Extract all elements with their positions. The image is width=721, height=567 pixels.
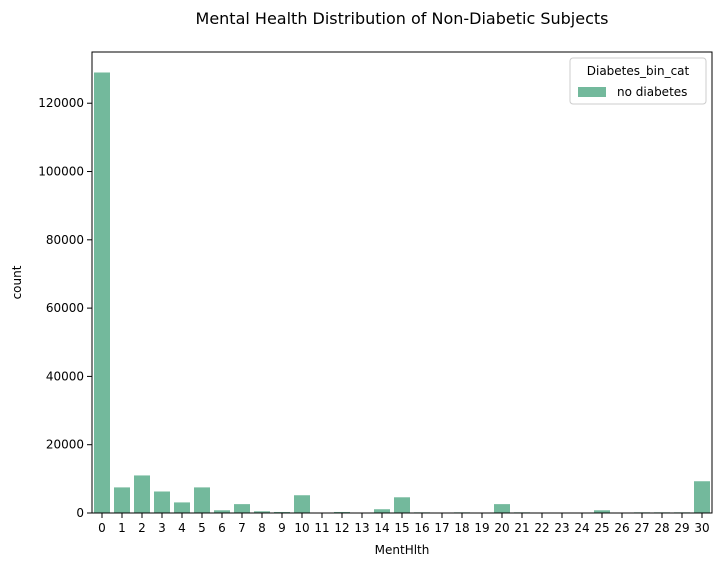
x-tick-label: 4 <box>178 521 186 535</box>
x-tick-label: 2 <box>138 521 146 535</box>
x-tick-label: 26 <box>614 521 629 535</box>
y-axis: 0 20000 40000 60000 80000 100000 120000 <box>38 96 92 520</box>
x-tick-label: 7 <box>238 521 246 535</box>
x-tick-label: 12 <box>334 521 349 535</box>
legend-entry-label: no diabetes <box>617 85 687 99</box>
x-tick-label: 3 <box>158 521 166 535</box>
bar-20 <box>494 504 510 513</box>
x-tick-label: 24 <box>574 521 589 535</box>
x-tick-label: 25 <box>594 521 609 535</box>
bar-9 <box>274 511 290 513</box>
bar-8 <box>254 511 270 513</box>
x-tick-label: 6 <box>218 521 226 535</box>
x-tick-label: 5 <box>198 521 206 535</box>
bar-14 <box>374 509 390 513</box>
legend: Diabetes_bin_cat no diabetes <box>569 57 707 105</box>
x-tick-label: 30 <box>694 521 709 535</box>
x-axis-label: MentHlth <box>375 543 430 557</box>
bar-6 <box>214 510 230 513</box>
legend-title: Diabetes_bin_cat <box>587 64 690 78</box>
x-tick-label: 11 <box>314 521 329 535</box>
x-tick-label: 21 <box>514 521 529 535</box>
bar-1 <box>114 487 130 513</box>
x-tick-label: 8 <box>258 521 266 535</box>
x-tick-label: 10 <box>294 521 309 535</box>
x-tick-label: 16 <box>414 521 429 535</box>
x-tick-label: 29 <box>674 521 689 535</box>
x-tick-label: 17 <box>434 521 449 535</box>
y-tick-label: 20000 <box>46 438 84 452</box>
bar-12 <box>334 511 350 513</box>
x-tick-label: 1 <box>118 521 126 535</box>
x-tick-label: 13 <box>354 521 369 535</box>
x-tick-label: 28 <box>654 521 669 535</box>
bar-2 <box>134 475 150 513</box>
x-tick-label: 23 <box>554 521 569 535</box>
y-tick-label: 60000 <box>46 301 84 315</box>
legend-swatch <box>578 87 606 97</box>
y-axis-label: count <box>10 265 24 299</box>
x-tick-label: 18 <box>454 521 469 535</box>
bar-7 <box>234 504 250 513</box>
x-tick-label: 22 <box>534 521 549 535</box>
x-tick-label: 15 <box>394 521 409 535</box>
y-tick-label: 100000 <box>38 165 84 179</box>
y-tick-label: 0 <box>76 506 84 520</box>
x-tick-label: 27 <box>634 521 649 535</box>
x-tick-label: 19 <box>474 521 489 535</box>
plot-frame <box>91 51 713 514</box>
x-tick-label: 14 <box>374 521 389 535</box>
bars-group <box>94 72 710 514</box>
chart-title: Mental Health Distribution of Non-Diabet… <box>196 9 609 28</box>
x-tick-label: 9 <box>278 521 286 535</box>
bar-0 <box>94 72 110 514</box>
x-tick-label: 0 <box>98 521 106 535</box>
bar-10 <box>294 495 310 513</box>
bar-4 <box>174 502 190 513</box>
x-tick-label: 20 <box>494 521 509 535</box>
bar-25 <box>594 510 610 513</box>
bar-3 <box>154 491 170 513</box>
bar-15 <box>394 497 410 513</box>
y-tick-label: 40000 <box>46 369 84 383</box>
y-tick-label: 80000 <box>46 233 84 247</box>
x-axis: 0 1 2 3 4 5 6 7 8 9 10 11 12 13 14 15 16 17 18 19 20 21 22 23 24… <box>98 513 710 535</box>
y-tick-label: 120000 <box>38 96 84 110</box>
bar-5 <box>194 487 210 513</box>
bar-30 <box>694 481 710 513</box>
